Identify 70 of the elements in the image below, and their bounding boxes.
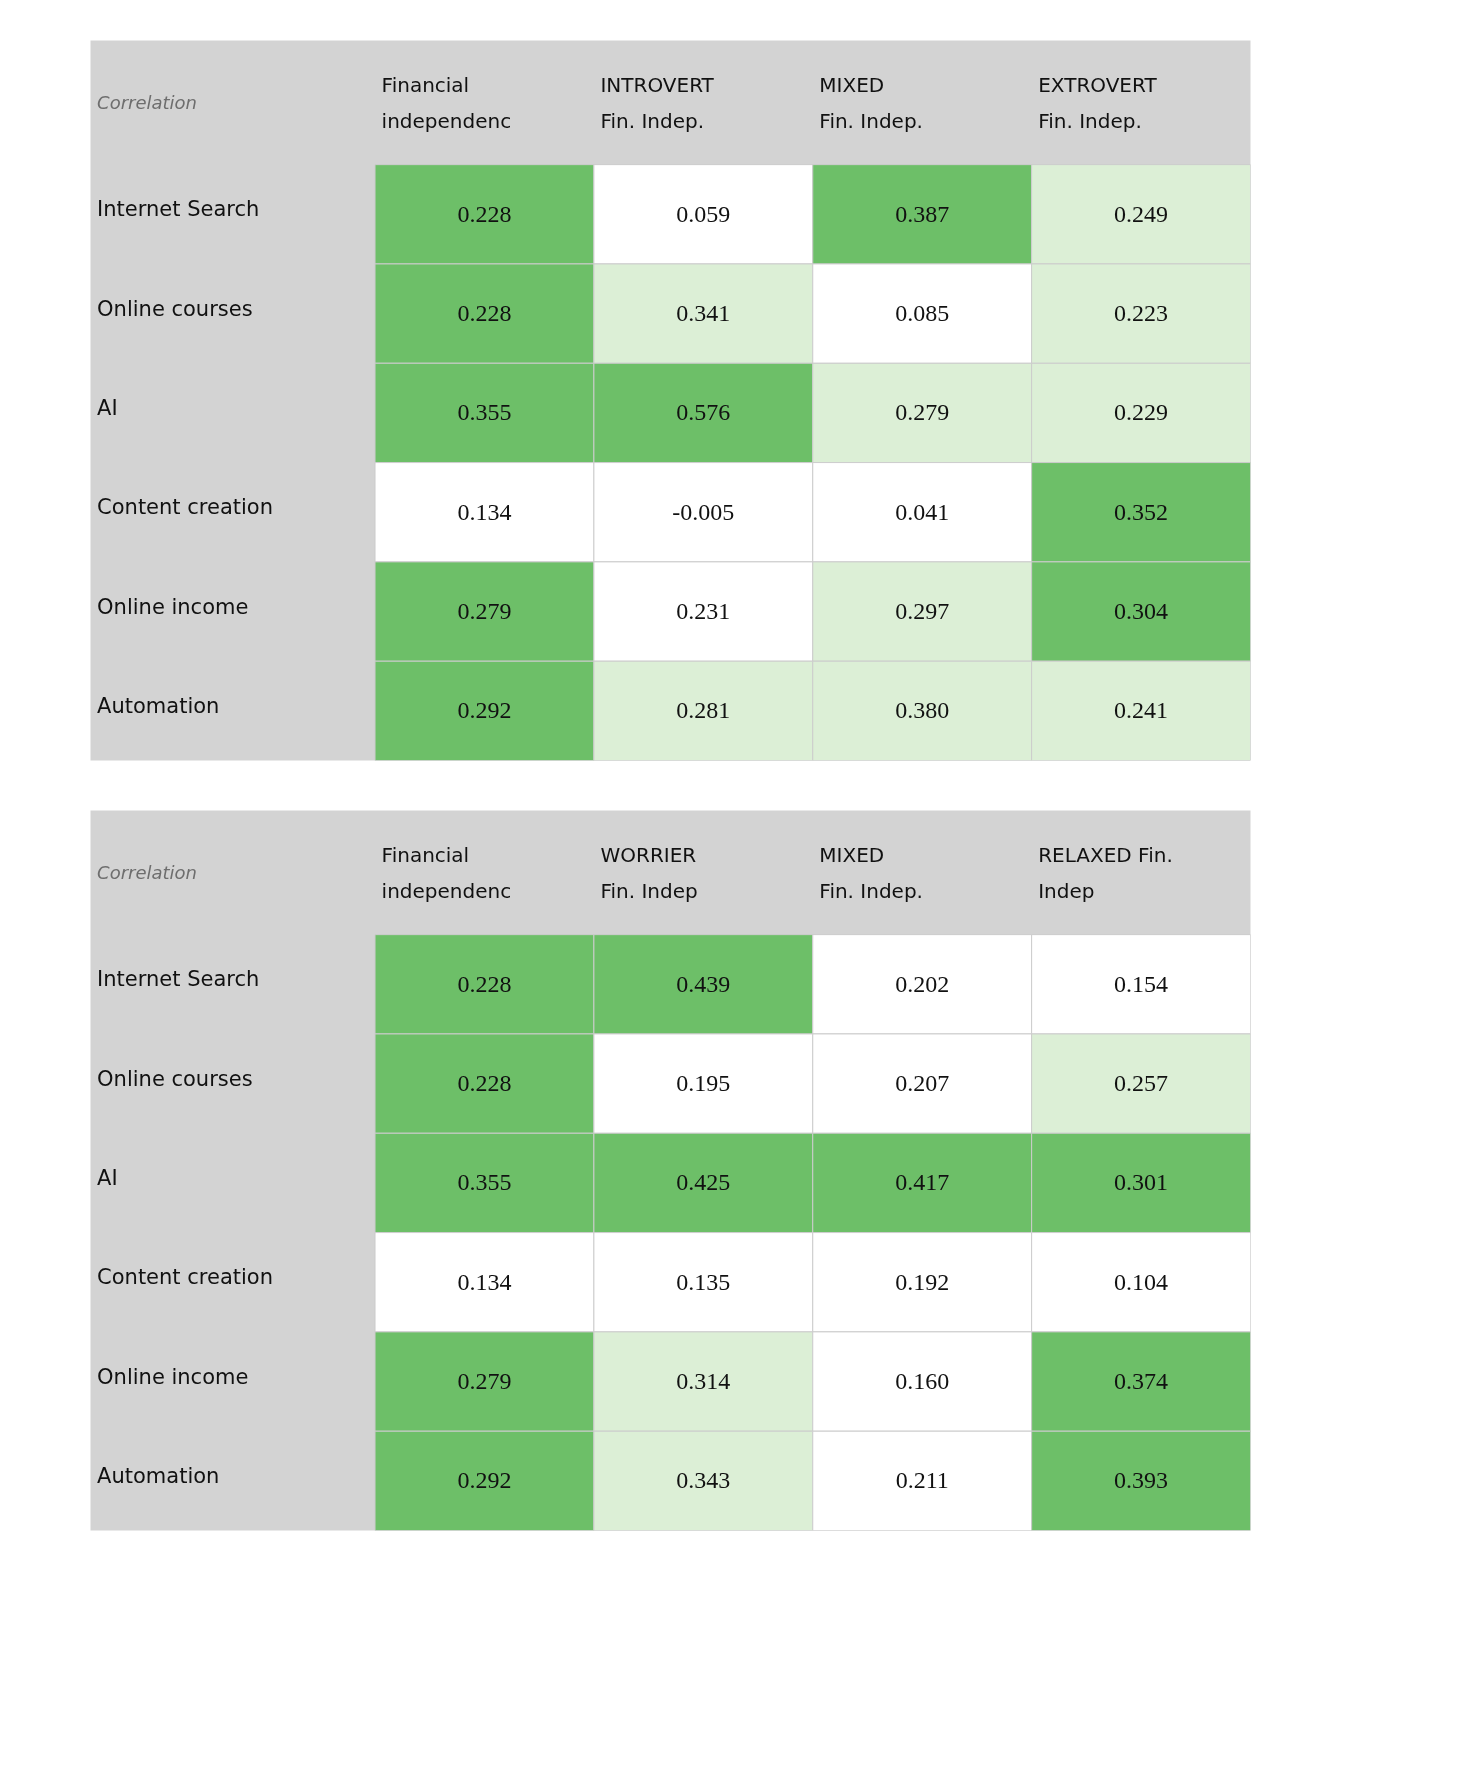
y-tick-label: Content creation <box>97 495 273 520</box>
data-label: 0.576 <box>676 399 731 426</box>
data-label: 0.160 <box>895 1368 950 1395</box>
text: Correlation <box>97 92 198 114</box>
data-label: 0.343 <box>676 1467 731 1494</box>
y-tick-label: Online income <box>97 594 249 619</box>
data-label: 0.355 <box>457 399 512 426</box>
y-tick-label: AI <box>97 1165 118 1190</box>
data-label: 0.387 <box>895 200 950 227</box>
data-label: 0.134 <box>457 498 512 525</box>
text: Correlation <box>97 862 198 884</box>
data-label: 0.041 <box>895 498 950 525</box>
data-label: 0.380 <box>895 697 950 724</box>
data-label: 0.301 <box>1114 1169 1169 1196</box>
data-label: 0.341 <box>676 300 731 327</box>
data-label: 0.228 <box>457 300 512 327</box>
data-label: 0.292 <box>457 1467 512 1494</box>
data-label: 0.257 <box>1114 1070 1169 1097</box>
data-label: 0.085 <box>895 300 950 327</box>
data-label: 0.241 <box>1114 697 1169 724</box>
y-tick-label: Content creation <box>97 1265 273 1290</box>
data-label: 0.314 <box>676 1368 731 1395</box>
x-tick-label: INTROVERT Fin. Indep. <box>600 72 715 133</box>
data-label: 0.195 <box>676 1070 731 1097</box>
data-label: 0.207 <box>895 1070 950 1097</box>
data-label: 0.281 <box>676 697 731 724</box>
data-label: 0.059 <box>676 200 731 227</box>
x-tick-label: Financial independenc <box>381 72 512 133</box>
y-tick-label: Internet Search <box>97 967 260 992</box>
data-label: 0.304 <box>1114 598 1169 625</box>
data-label: 0.211 <box>895 1467 949 1494</box>
y-tick-label: Automation <box>97 1463 220 1488</box>
x-tick-label: MIXED Fin. Indep. <box>819 72 923 133</box>
data-label: 0.279 <box>457 598 512 625</box>
data-label: 0.355 <box>457 1169 512 1196</box>
data-label: 0.425 <box>676 1169 731 1196</box>
data-label: 0.154 <box>1114 970 1169 997</box>
data-label: 0.279 <box>457 1368 512 1395</box>
x-tick-label: WORRIER Fin. Indep <box>600 842 698 903</box>
data-label: 0.393 <box>1114 1467 1169 1494</box>
data-label: 0.228 <box>457 200 512 227</box>
data-label: 0.231 <box>676 598 731 625</box>
x-tick-label: MIXED Fin. Indep. <box>819 842 923 903</box>
data-label: 0.439 <box>676 970 731 997</box>
y-tick-label: Internet Search <box>97 197 260 222</box>
data-label: 0.134 <box>457 1268 512 1295</box>
data-label: -0.005 <box>672 498 735 525</box>
y-tick-label: Online income <box>97 1364 249 1389</box>
y-tick-label: Online courses <box>97 296 253 321</box>
data-label: 0.279 <box>895 399 950 426</box>
data-label: 0.202 <box>895 970 950 997</box>
data-label: 0.374 <box>1114 1368 1169 1395</box>
data-label: 0.192 <box>895 1268 950 1295</box>
data-label: 0.352 <box>1114 498 1169 525</box>
y-tick-label: Automation <box>97 693 220 718</box>
data-label: 0.249 <box>1114 200 1169 227</box>
y-tick-label: Online courses <box>97 1066 253 1091</box>
data-label: 0.228 <box>457 1070 512 1097</box>
data-label: 0.223 <box>1114 300 1169 327</box>
data-label: 0.228 <box>457 970 512 997</box>
data-label: 0.292 <box>457 697 512 724</box>
x-tick-label: Financial independenc <box>381 842 512 903</box>
data-label: 0.229 <box>1114 399 1169 426</box>
data-label: 0.104 <box>1114 1268 1169 1295</box>
y-tick-label: AI <box>97 395 118 420</box>
data-label: 0.417 <box>895 1169 950 1196</box>
data-label: 0.297 <box>895 598 950 625</box>
data-label: 0.135 <box>676 1268 731 1295</box>
x-tick-label: RELAXED Fin. Indep <box>1038 842 1173 903</box>
x-tick-label: EXTROVERT Fin. Indep. <box>1038 72 1158 133</box>
